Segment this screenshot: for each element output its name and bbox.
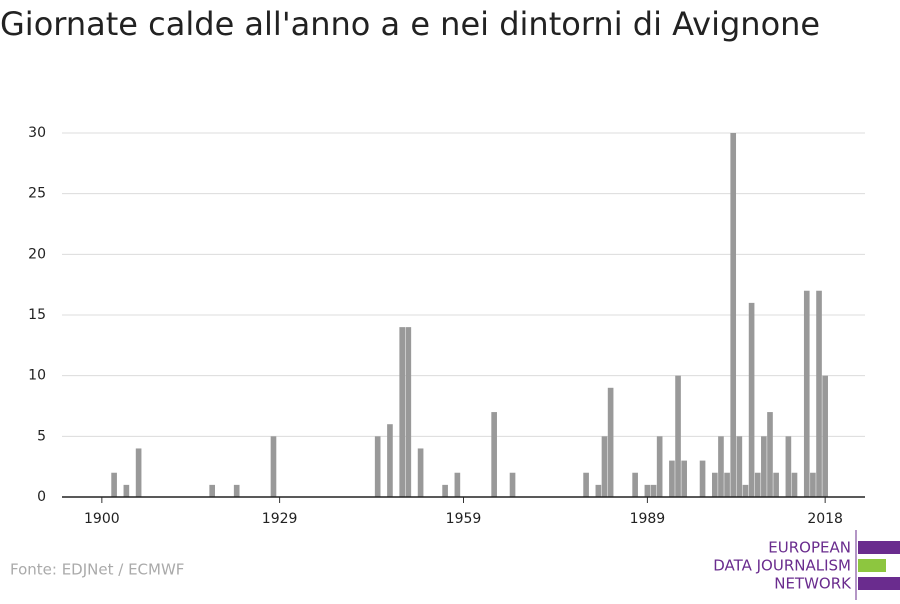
bar — [724, 472, 730, 497]
bar — [736, 436, 743, 497]
bar — [748, 302, 755, 497]
bar — [583, 472, 589, 497]
bar — [491, 412, 497, 497]
bar — [742, 484, 749, 497]
bar — [387, 424, 393, 497]
bar — [135, 448, 142, 497]
bar — [209, 484, 215, 497]
chart-title: Giornate calde all'anno a e nei dintorni… — [0, 5, 820, 43]
bar — [656, 436, 663, 497]
bar — [803, 290, 810, 497]
bar — [595, 484, 602, 497]
y-tick-label: 25 — [28, 186, 46, 202]
y-tick-label: 5 — [37, 428, 46, 444]
x-tick-label: 2018 — [807, 511, 843, 527]
bar — [773, 472, 779, 497]
bar — [270, 436, 277, 497]
bar — [767, 412, 773, 497]
bar — [785, 436, 792, 497]
y-tick-label: 30 — [28, 125, 46, 141]
y-tick-label: 0 — [37, 489, 46, 505]
logo-text: NETWORK — [774, 575, 852, 593]
x-tick-label: 1900 — [84, 511, 120, 527]
x-tick-label: 1929 — [262, 511, 298, 527]
bar — [374, 436, 381, 497]
logo-bar — [858, 559, 886, 572]
bar — [601, 436, 608, 497]
logo-text: EUROPEAN — [768, 539, 851, 557]
bar — [675, 375, 681, 497]
bar — [669, 460, 675, 497]
bar — [509, 472, 516, 497]
bar — [791, 472, 798, 497]
bar — [761, 436, 767, 497]
bar — [111, 472, 117, 497]
bar — [816, 290, 822, 497]
bar — [417, 448, 424, 497]
logo-bar — [858, 541, 900, 554]
x-tick-label: 1959 — [446, 511, 482, 527]
y-tick-label: 10 — [28, 368, 46, 384]
logo-bar — [858, 577, 900, 590]
bar — [650, 484, 657, 497]
bar — [399, 327, 406, 497]
bar — [644, 484, 651, 497]
bar — [681, 460, 687, 497]
bar — [607, 387, 614, 497]
bar — [699, 460, 706, 497]
y-tick-label: 15 — [28, 307, 46, 323]
bar — [632, 472, 638, 497]
bar — [754, 472, 761, 497]
bar — [123, 484, 130, 497]
logo-text: DATA JOURNALISM — [713, 557, 851, 575]
x-tick-label: 1989 — [630, 511, 666, 527]
bar — [442, 484, 448, 497]
bar — [730, 133, 737, 497]
bar — [233, 484, 240, 497]
source: Fonte: EDJNet / ECMWF — [10, 561, 184, 579]
bar — [822, 375, 828, 497]
y-tick-label: 20 — [28, 246, 46, 262]
bar — [405, 327, 412, 497]
bar — [810, 472, 816, 497]
bar — [718, 436, 724, 497]
bar — [712, 472, 718, 497]
logo: EUROPEAN DATA JOURNALISM NETWORK — [713, 530, 900, 600]
bar — [454, 472, 461, 497]
